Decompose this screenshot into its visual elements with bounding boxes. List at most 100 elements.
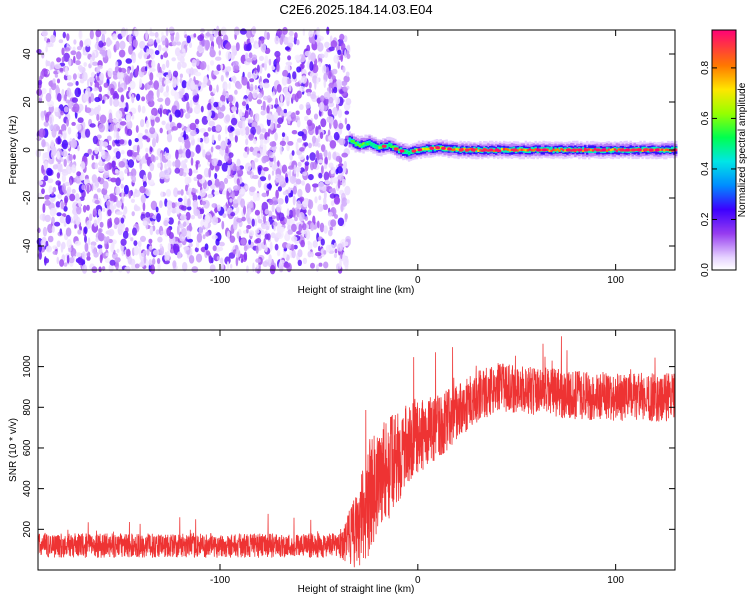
noise-cell: [288, 209, 294, 219]
colorbar-step: [712, 42, 736, 45]
noise-cell: [300, 63, 305, 69]
noise-cell: [199, 189, 206, 197]
snr-y-tick-label: 600: [22, 439, 33, 456]
noise-cell: [98, 86, 102, 92]
colorbar-step: [712, 68, 736, 71]
noise-cell: [304, 50, 312, 57]
noise-cell: [92, 208, 97, 216]
noise-cell: [54, 63, 62, 69]
noise-cell: [311, 251, 314, 258]
noise-cell: [52, 250, 58, 255]
colorbar-step: [712, 156, 736, 159]
noise-cell: [114, 169, 119, 174]
noise-cell: [84, 107, 92, 114]
noise-cell: [69, 193, 76, 202]
noise-cell: [119, 139, 125, 145]
noise-cell: [141, 96, 146, 102]
signal-band-cell: [558, 149, 561, 152]
noise-cell: [148, 94, 154, 102]
noise-cell: [83, 226, 88, 235]
noise-cell: [320, 238, 325, 246]
noise-cell: [83, 179, 88, 185]
noise-cell: [41, 51, 45, 59]
colorbar-step: [712, 88, 736, 91]
noise-cell: [165, 85, 170, 93]
noise-cell: [305, 101, 311, 110]
signal-peak: [648, 148, 654, 152]
noise-cell: [274, 243, 279, 251]
noise-cell: [224, 256, 231, 265]
noise-cell: [259, 133, 265, 141]
noise-cell: [281, 132, 286, 138]
noise-cell: [194, 71, 202, 77]
colorbar-step: [712, 116, 736, 119]
noise-cell: [146, 48, 150, 56]
signal-band-cell: [556, 148, 559, 154]
noise-cell: [45, 92, 52, 102]
noise-cell: [304, 161, 310, 166]
noise-cell: [110, 87, 115, 96]
noise-cell: [291, 223, 297, 233]
signal-peak: [654, 148, 660, 152]
noise-cell: [304, 216, 309, 221]
noise-cell: [96, 114, 100, 121]
colorbar-step: [712, 196, 736, 199]
noise-cell: [80, 161, 86, 170]
noise-cell: [297, 161, 302, 167]
noise-cell: [256, 64, 260, 73]
signal-peak: [435, 146, 440, 150]
noise-cell: [139, 186, 146, 194]
noise-cell: [63, 221, 67, 227]
noise-cell: [85, 38, 92, 47]
noise-cell: [56, 256, 60, 265]
noise-cell: [194, 80, 199, 85]
signal-band-cell: [398, 148, 401, 152]
noise-cell: [82, 51, 89, 56]
noise-cell: [92, 135, 98, 145]
noise-cell: [117, 265, 123, 273]
noise-cell: [57, 181, 61, 191]
noise-cell: [66, 118, 69, 127]
noise-cell: [227, 187, 232, 193]
noise-cell: [266, 183, 272, 190]
noise-cell: [340, 203, 344, 213]
noise-cell: [197, 34, 204, 42]
noise-cell: [217, 40, 221, 49]
noise-cell: [65, 214, 71, 225]
noise-cell: [93, 185, 97, 191]
noise-cell: [225, 114, 231, 122]
noise-cell: [88, 76, 95, 83]
noise-cell: [329, 140, 337, 149]
noise-cell: [142, 202, 146, 212]
noise-cell: [136, 154, 142, 161]
noise-cell: [232, 220, 238, 231]
noise-cell: [79, 40, 84, 48]
colorbar-step: [712, 114, 736, 117]
noise-cell: [127, 159, 135, 168]
noise-cell: [304, 115, 309, 122]
noise-cell: [136, 93, 141, 102]
noise-cell: [337, 109, 343, 118]
noise-cell: [248, 230, 255, 237]
signal-band-cell: [665, 148, 668, 151]
noise-cell: [299, 196, 305, 202]
noise-cell: [165, 152, 172, 160]
noise-cell: [159, 243, 163, 248]
noise-cell: [199, 127, 207, 133]
signal-band-cell: [647, 148, 650, 151]
noise-cell: [246, 98, 249, 105]
noise-cell: [172, 161, 176, 167]
signal-band-cell: [530, 149, 533, 152]
signal-band-cell: [635, 148, 638, 151]
noise-cell: [86, 256, 91, 261]
signal-band-cell: [546, 148, 549, 151]
signal-band-cell: [366, 142, 369, 146]
signal-band-cell: [593, 148, 597, 151]
noise-cell: [197, 137, 201, 143]
noise-cell: [289, 169, 292, 179]
noise-cell: [211, 125, 217, 133]
noise-cell: [76, 171, 82, 177]
noise-cell: [120, 27, 127, 38]
colorbar-step: [712, 242, 736, 245]
signal-peak: [565, 148, 571, 152]
